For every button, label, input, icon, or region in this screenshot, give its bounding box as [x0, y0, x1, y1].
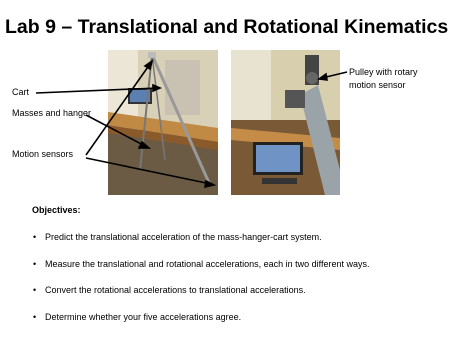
objective-text: Predict the translational acceleration o…: [45, 232, 322, 242]
objective-item: • Determine whether your five acceleratio…: [33, 312, 242, 322]
objective-text: Determine whether your five acceleration…: [45, 312, 242, 322]
callout-label: Pulley with rotary motion sensor: [349, 67, 418, 90]
objectives-heading: Objectives:: [32, 205, 81, 215]
callout-arrows: [35, 59, 348, 189]
callout-label: Cart: [12, 87, 30, 97]
objective-text: Convert the rotational accelerations to …: [45, 285, 306, 295]
objective-item: • Predict the translational acceleration …: [33, 232, 322, 242]
objective-text: Measure the translational and rotational…: [45, 259, 370, 269]
slide-title: Lab 9 – Translational and Rotational Kin…: [5, 16, 449, 38]
objective-item: • Convert the rotational accelerations to…: [33, 285, 306, 295]
lab-photo-right: [231, 50, 340, 195]
objective-item: • Measure the translational and rotationa…: [33, 259, 370, 269]
callout-label: Masses and hanger: [12, 108, 92, 118]
callout-label: Motion sensors: [12, 149, 74, 159]
lab-photo-left: [108, 50, 218, 195]
